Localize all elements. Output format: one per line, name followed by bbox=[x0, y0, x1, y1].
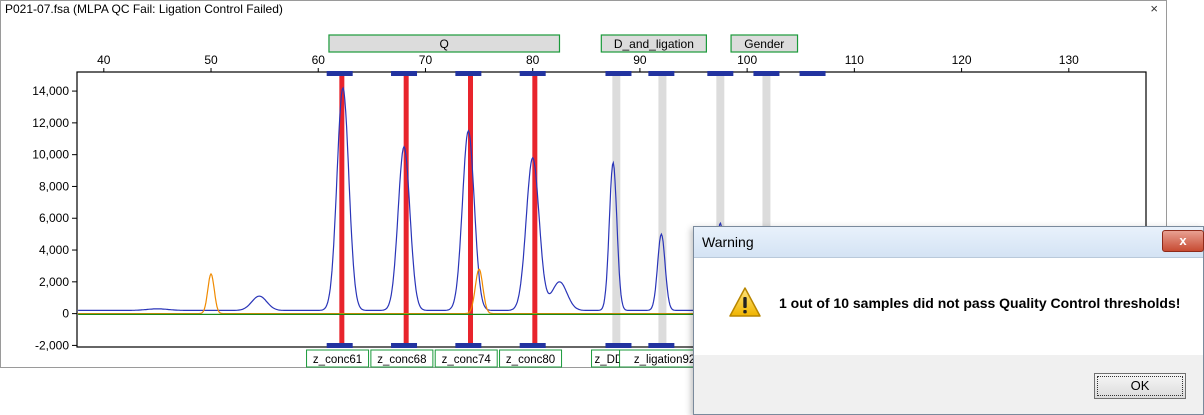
probe-gray-line bbox=[716, 72, 725, 347]
x-tick-label: 60 bbox=[312, 53, 326, 67]
x-tick-label: 70 bbox=[419, 53, 433, 67]
dialog-body: 1 out of 10 samples did not pass Quality… bbox=[694, 258, 1203, 355]
x-tick-label: 80 bbox=[526, 53, 540, 67]
x-tick-label: 130 bbox=[1059, 53, 1079, 67]
x-tick-label: 40 bbox=[97, 53, 111, 67]
probe-marker-top bbox=[707, 71, 734, 76]
probe-red-line bbox=[339, 72, 345, 347]
warning-dialog: Warning x 1 out of 10 samples did not pa… bbox=[693, 226, 1204, 415]
y-tick-label: 14,000 bbox=[32, 84, 69, 98]
y-tick-label: -2,000 bbox=[35, 338, 69, 352]
probe-group-box bbox=[730, 34, 799, 53]
probe-label-box bbox=[434, 349, 498, 368]
probe-group-box bbox=[328, 34, 561, 53]
probe-marker-top bbox=[455, 71, 482, 76]
probe-marker-top bbox=[753, 71, 780, 76]
probe-label: z_conc80 bbox=[506, 354, 555, 366]
probe-label-box bbox=[499, 349, 563, 368]
y-tick-label: 10,000 bbox=[32, 148, 69, 162]
probe-group-label: Gender bbox=[744, 37, 784, 51]
probe-label: z_conc61 bbox=[313, 354, 362, 366]
y-tick-label: 6,000 bbox=[39, 211, 69, 225]
y-tick-label: 4,000 bbox=[39, 243, 69, 257]
probe-label-box bbox=[306, 349, 370, 368]
probe-group-box bbox=[600, 34, 707, 53]
probe-group-label: D_and_ligation bbox=[614, 37, 694, 51]
electropherogram-chart: 14,000 12,000 10,000 8,000 6,000 4,000 2,000 0 -… bbox=[32, 34, 1147, 368]
x-tick-label: 110 bbox=[845, 53, 864, 67]
probe-marker-bottom bbox=[455, 343, 482, 348]
x-tick-label: 90 bbox=[633, 53, 647, 67]
probe-gray-line bbox=[658, 72, 667, 347]
probe-label: z_conc74 bbox=[442, 354, 492, 366]
probe-red-line bbox=[468, 72, 474, 347]
probe-marker-top bbox=[391, 71, 418, 76]
warning-icon bbox=[729, 287, 761, 317]
window-close-button[interactable]: × bbox=[1150, 1, 1158, 16]
ok-button[interactable]: OK bbox=[1094, 373, 1186, 399]
y-tick-label: 2,000 bbox=[39, 275, 69, 289]
probe-marker-bottom bbox=[648, 343, 675, 348]
probe-label: z_ligation92 bbox=[634, 354, 695, 366]
window-title: P021-07.fsa (MLPA QC Fail: Ligation Cont… bbox=[5, 2, 283, 16]
dialog-message: 1 out of 10 samples did not pass Quality… bbox=[779, 295, 1181, 311]
probe-marker-bottom bbox=[519, 343, 546, 348]
probe-group-label: Q bbox=[440, 37, 449, 51]
dialog-title: Warning bbox=[702, 234, 754, 250]
probe-marker-bottom bbox=[391, 343, 418, 348]
x-tick-label: 120 bbox=[952, 53, 972, 67]
probe-marker-bottom bbox=[605, 343, 632, 348]
dialog-close-button[interactable]: x bbox=[1162, 230, 1204, 252]
probe-marker-top bbox=[648, 71, 675, 76]
y-tick-label: 8,000 bbox=[39, 179, 69, 193]
probe-marker-bottom bbox=[326, 343, 353, 348]
electropherogram-window: P021-07.fsa (MLPA QC Fail: Ligation Cont… bbox=[0, 0, 1167, 368]
y-tick-label: 12,000 bbox=[32, 116, 69, 130]
probe-gray-line bbox=[762, 72, 771, 347]
probe-marker-top bbox=[519, 71, 546, 76]
probe-label-box bbox=[370, 349, 434, 368]
dialog-titlebar[interactable]: Warning x bbox=[694, 227, 1204, 258]
probe-marker-top bbox=[605, 71, 632, 76]
x-tick-label: 50 bbox=[204, 53, 218, 67]
probe-marker-top bbox=[799, 71, 826, 76]
x-tick-label: 100 bbox=[737, 53, 757, 67]
probe-red-line bbox=[403, 72, 409, 347]
probe-label: z_conc68 bbox=[377, 354, 426, 366]
y-tick-label: 0 bbox=[62, 307, 69, 321]
probe-red-line bbox=[532, 72, 538, 347]
probe-marker-top bbox=[326, 71, 353, 76]
